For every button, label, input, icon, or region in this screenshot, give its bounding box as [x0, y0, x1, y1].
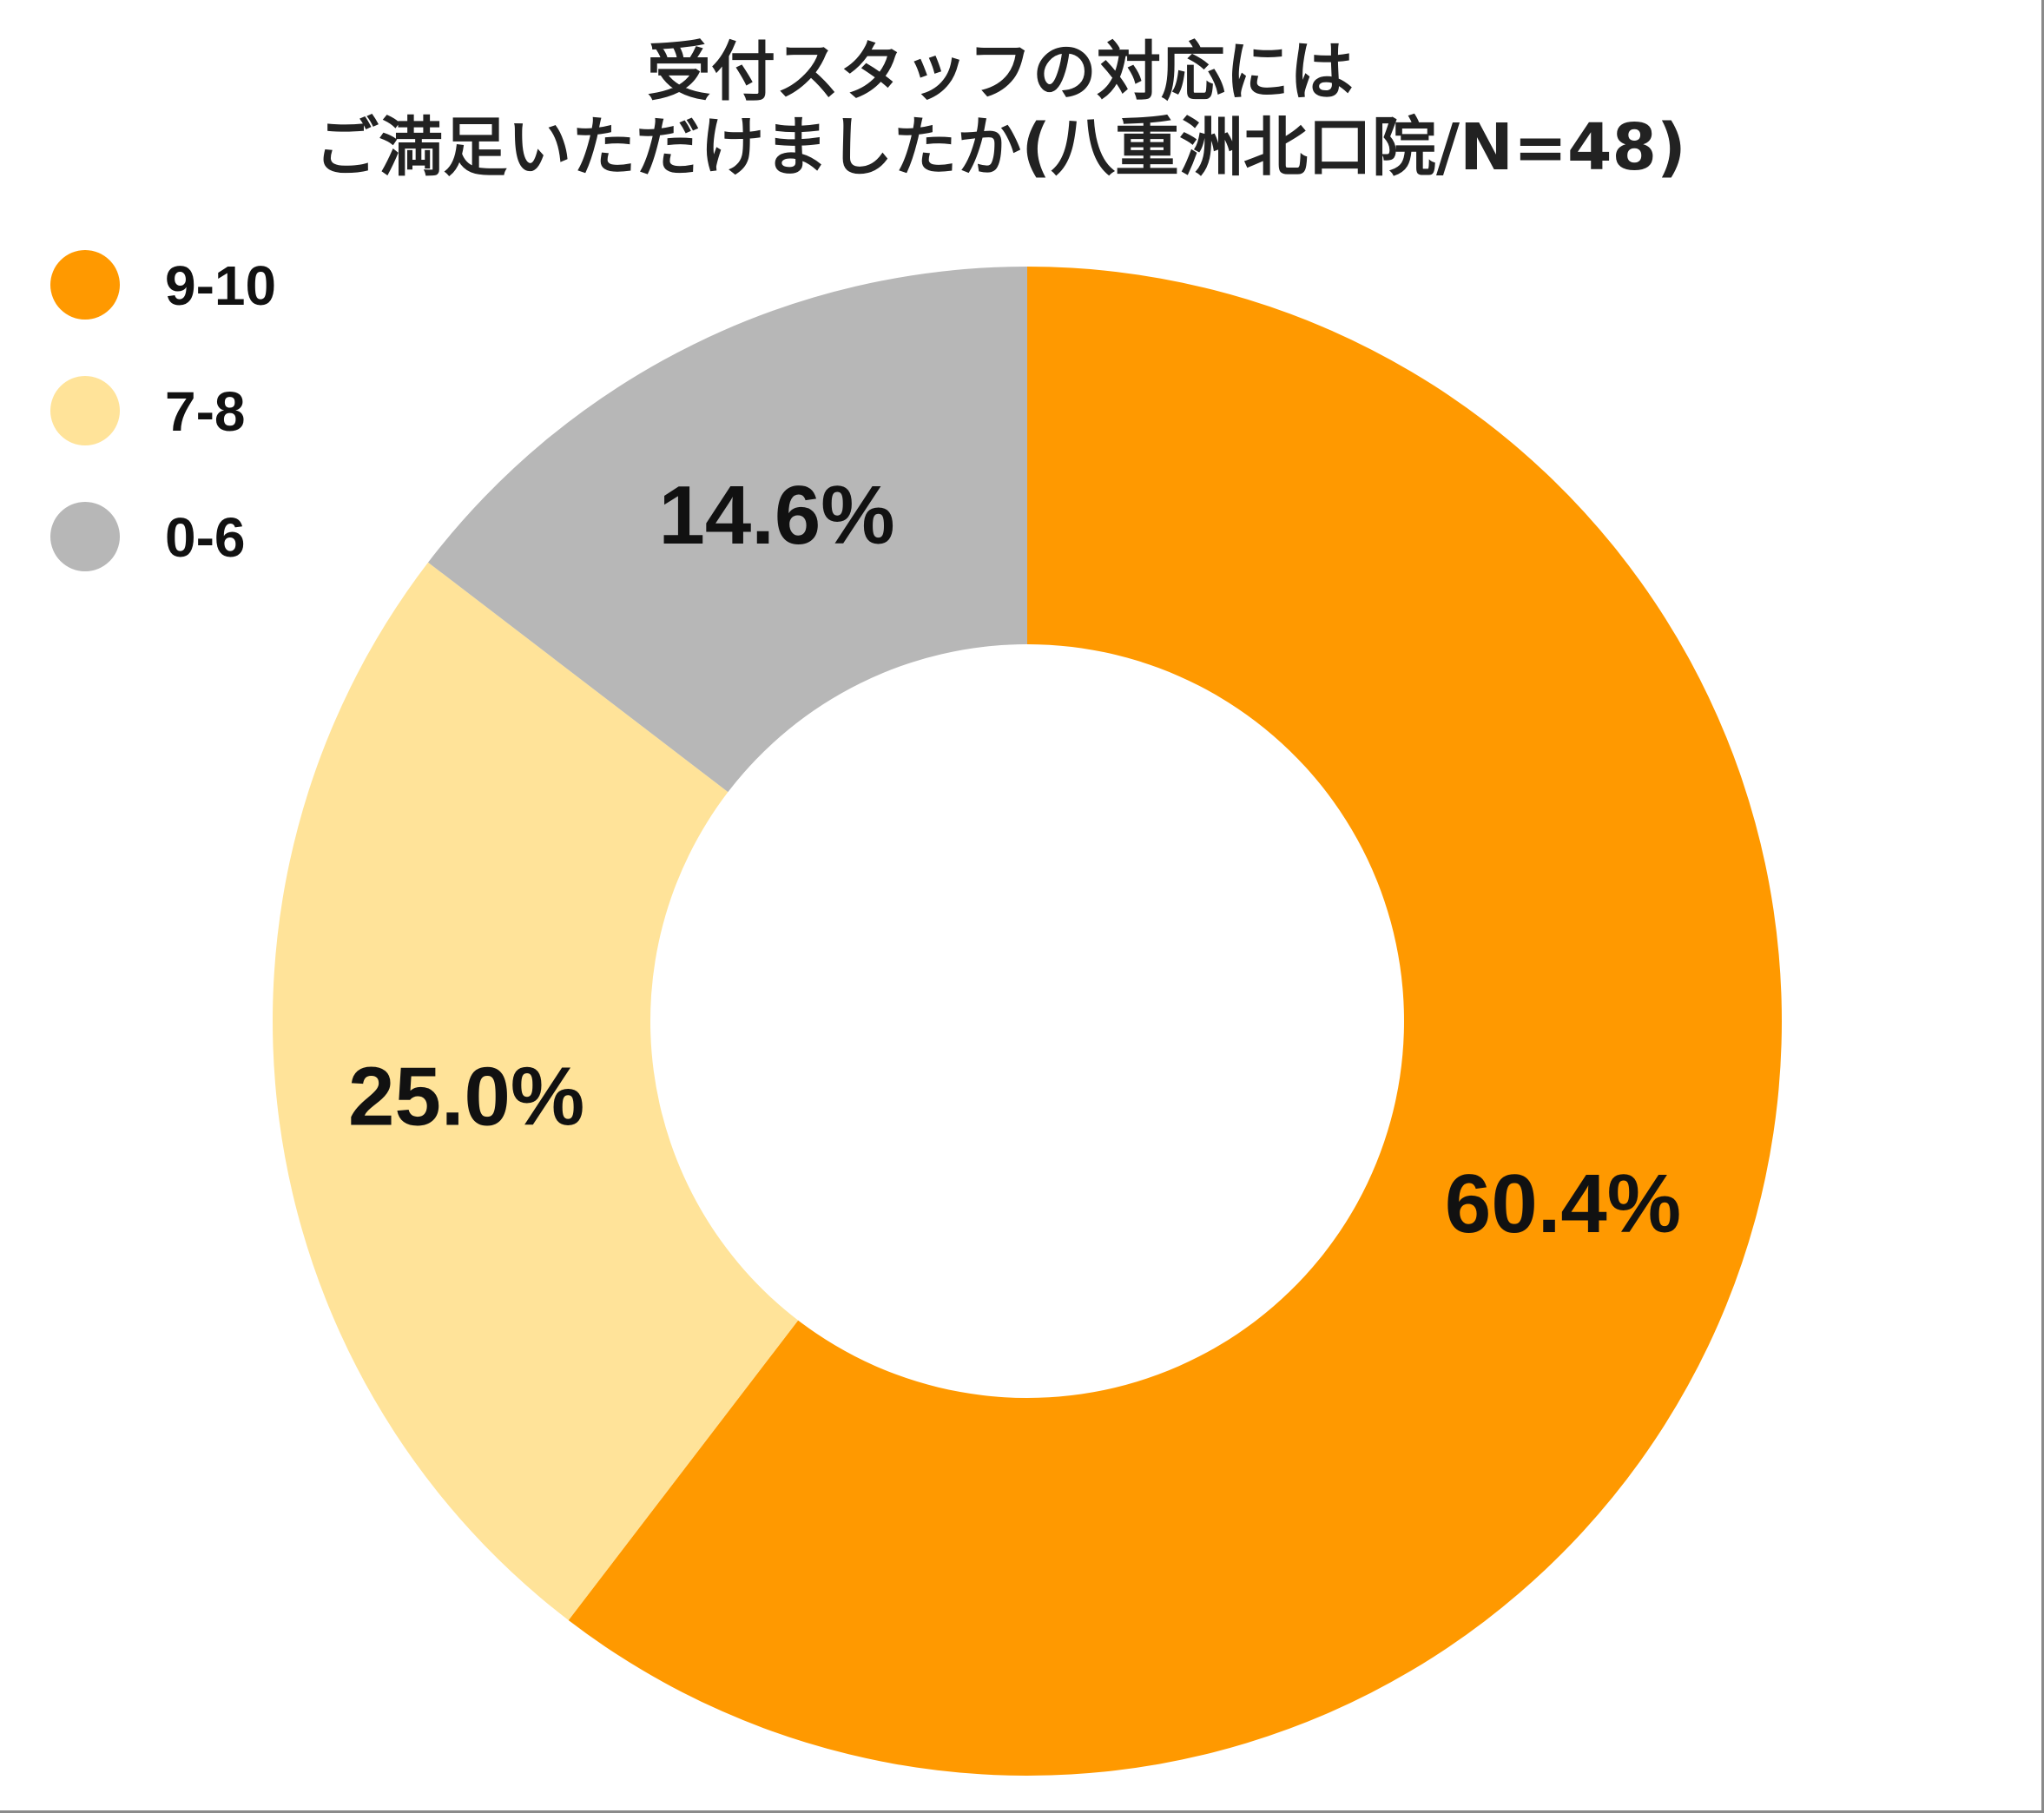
slice-9-10	[568, 267, 1783, 1776]
slice-labels: 60.4% 25.0% 14.6%	[348, 469, 1681, 1250]
slice-0-6	[428, 266, 1027, 793]
slice-7-8	[273, 562, 799, 1620]
slice-label-7-8: 25.0%	[348, 1051, 584, 1144]
legend-label-0-6: 0-6	[165, 506, 246, 569]
legend-marker-7-8	[50, 376, 120, 445]
donut-slices	[273, 266, 1783, 1776]
chart-title-line-1: 受付スタッフの対応には	[647, 35, 1354, 109]
legend-marker-9-10	[50, 250, 120, 320]
legend: 9-10 7-8 0-6	[50, 250, 276, 571]
slice-label-0-6: 14.6%	[658, 469, 894, 562]
legend-marker-0-6	[50, 502, 120, 571]
slice-label-9-10: 60.4%	[1445, 1157, 1681, 1250]
chart-title: 受付スタッフの対応には ご満足いただけましたか(八重洲北口院/N=48)	[314, 35, 1686, 185]
legend-label-7-8: 7-8	[165, 380, 246, 443]
legend-label-9-10: 9-10	[165, 254, 276, 317]
chart-title-line-2: ご満足いただけましたか(八重洲北口院/N=48)	[314, 110, 1686, 185]
